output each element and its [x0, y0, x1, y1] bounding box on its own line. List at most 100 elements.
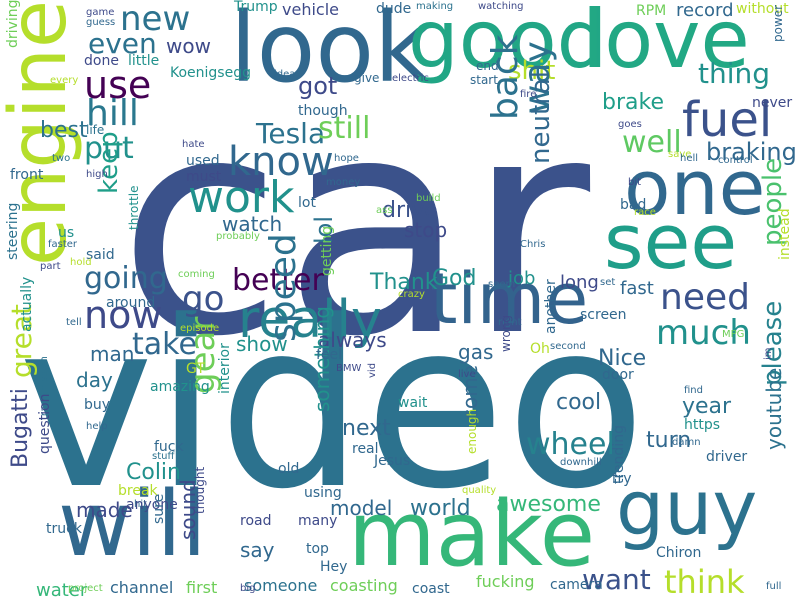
cloud-word: bit: [628, 177, 642, 188]
cloud-word: drive: [382, 198, 438, 223]
cloud-word: start: [470, 73, 498, 87]
cloud-word: damn: [672, 437, 701, 448]
cloud-word: need: [660, 277, 750, 318]
cloud-word: actually: [19, 276, 35, 332]
cloud-word: got: [298, 72, 338, 100]
cloud-word: fuel: [682, 92, 773, 148]
cloud-word: downhill: [560, 457, 602, 468]
cloud-word: look: [230, 0, 430, 104]
cloud-word: though: [298, 103, 348, 119]
cloud-word: always: [318, 328, 387, 352]
cloud-word: better: [232, 263, 324, 298]
cloud-word: using: [304, 485, 342, 501]
cloud-word: see: [604, 197, 738, 286]
cloud-word: making: [416, 1, 454, 12]
cloud-word: say: [240, 538, 275, 562]
cloud-word: getting: [319, 225, 335, 276]
cloud-word: screen: [580, 307, 627, 323]
cloud-word: bad: [620, 197, 647, 213]
cloud-word: Bugatti: [8, 388, 33, 468]
cloud-word: water: [36, 580, 88, 600]
cloud-word: us: [58, 225, 75, 241]
cloud-word: real: [352, 441, 379, 457]
cloud-word: wrong: [499, 314, 513, 352]
cloud-word: power: [771, 4, 785, 42]
cloud-word: fire: [520, 89, 537, 100]
cloud-word: think: [664, 563, 745, 600]
cloud-word: build: [416, 193, 441, 204]
cloud-word: MPG: [722, 329, 745, 340]
cloud-word: go: [182, 279, 225, 319]
cloud-word: https: [684, 417, 721, 433]
cloud-word: full: [766, 581, 782, 592]
cloud-word: life: [86, 123, 105, 137]
cloud-word: gas: [458, 340, 494, 364]
cloud-word: set: [600, 277, 616, 288]
cloud-word: second: [550, 341, 586, 352]
cloud-word: vehicle: [282, 0, 339, 19]
cloud-word: one: [624, 143, 766, 232]
cloud-word: road: [240, 513, 272, 529]
cloud-word: make: [348, 482, 596, 587]
cloud-word: hit: [134, 499, 148, 510]
cloud-word: man: [90, 342, 135, 366]
cloud-word: wow: [166, 34, 211, 58]
cloud-word: never: [752, 95, 793, 111]
cloud-word: wheel: [526, 427, 615, 462]
cloud-word: made: [76, 498, 133, 522]
cloud-word: Thank: [370, 270, 438, 295]
cloud-word: find: [684, 385, 703, 396]
cloud-word: question: [37, 393, 53, 454]
cloud-word: shit: [508, 56, 556, 86]
cloud-word: now: [84, 293, 163, 337]
cloud-word: truck: [46, 521, 82, 537]
cloud-word: wait: [398, 395, 428, 411]
cloud-word: enough: [465, 408, 479, 454]
cloud-word: really: [238, 290, 382, 350]
cloud-word: sure: [151, 493, 167, 524]
cloud-word: interior: [217, 343, 233, 394]
cloud-word: Chris: [520, 239, 546, 250]
cloud-word: take: [132, 327, 197, 362]
cloud-word: another: [543, 279, 559, 334]
cloud-word: time: [430, 258, 589, 340]
cloud-word: top: [306, 541, 329, 557]
cloud-word: awesome: [496, 492, 601, 517]
cloud-word: will: [58, 472, 207, 577]
cloud-word: camera: [550, 577, 603, 593]
cloud-word: two: [52, 153, 71, 164]
cloud-word: every: [50, 75, 79, 86]
cloud-word: guy: [616, 463, 758, 552]
cloud-word: try: [612, 471, 632, 487]
cloud-word: lot: [298, 195, 316, 211]
cloud-word: new: [120, 0, 191, 39]
cloud-word: God: [432, 266, 477, 291]
cloud-word: youtube: [762, 367, 786, 450]
cloud-word: without: [736, 1, 789, 17]
cloud-word: door: [602, 367, 634, 383]
cloud-word: save: [668, 149, 692, 160]
cloud-word: Jesus: [374, 453, 411, 469]
cloud-word: record: [676, 0, 734, 21]
cloud-word: driver: [706, 449, 748, 465]
cloud-word: much: [656, 313, 751, 353]
cloud-word: work: [188, 172, 295, 223]
cloud-word: year: [682, 394, 732, 419]
cloud-word: car: [118, 53, 591, 402]
cloud-word: going: [84, 261, 168, 296]
cloud-word: Chiron: [656, 545, 702, 561]
cloud-word: instead: [777, 208, 793, 260]
cloud-word: help: [86, 421, 108, 432]
cloud-word: faster: [48, 239, 78, 250]
cloud-word: Nice: [598, 346, 647, 371]
cloud-word: Oh: [530, 341, 550, 357]
cloud-word: buy: [84, 397, 111, 413]
cloud-word: used: [186, 153, 220, 169]
cloud-word: control: [718, 155, 753, 166]
cloud-word: around: [106, 295, 156, 311]
cloud-word: feel: [316, 347, 343, 363]
cloud-word: money: [326, 177, 361, 188]
cloud-word: hope: [334, 153, 359, 164]
cloud-word: goes: [618, 119, 642, 130]
